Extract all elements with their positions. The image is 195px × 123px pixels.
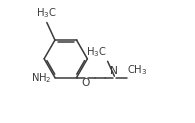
Text: NH$_2$: NH$_2$ [31, 71, 51, 85]
Text: CH$_3$: CH$_3$ [127, 63, 148, 77]
Text: H$_3$C: H$_3$C [36, 6, 57, 20]
Text: H$_3$C: H$_3$C [86, 46, 106, 59]
Text: O: O [82, 78, 90, 88]
Text: N: N [110, 66, 118, 76]
